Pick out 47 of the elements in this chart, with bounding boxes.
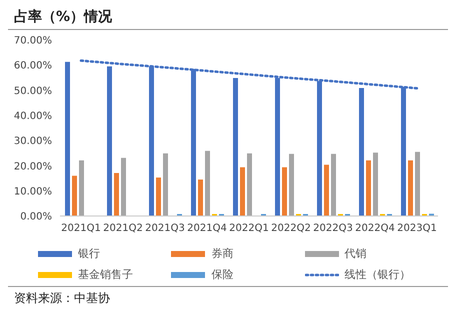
- x-tick-label: 2023Q1: [397, 223, 437, 234]
- y-tick-label: 70.00%: [14, 36, 52, 47]
- bar: [233, 78, 238, 216]
- legend-label: 银行: [78, 246, 100, 261]
- bar: [72, 176, 77, 216]
- legend-label: 基金销售子: [78, 267, 133, 282]
- bar: [156, 178, 161, 216]
- bar: [65, 62, 70, 216]
- legend-label: 线性（银行）: [344, 267, 411, 282]
- x-tick-label: 2022Q3: [313, 223, 353, 234]
- bar: [324, 164, 329, 216]
- chart-title: 占率（%）情况: [8, 8, 448, 30]
- x-tick-label: 2022Q2: [271, 223, 311, 234]
- x-tick-label: 2021Q2: [103, 223, 143, 234]
- bar: [240, 167, 245, 216]
- bar: [289, 154, 294, 216]
- bar: [79, 160, 84, 216]
- bar: [373, 152, 378, 216]
- bar: [198, 180, 203, 216]
- bar: [331, 154, 336, 216]
- bar: [408, 160, 413, 216]
- x-tick-label: 2021Q3: [145, 223, 185, 234]
- legend-label: 代销: [344, 246, 367, 261]
- y-tick-label: 40.00%: [14, 110, 52, 122]
- text: 资料来源：中基协: [14, 290, 111, 307]
- bar: [163, 153, 168, 216]
- bar: [366, 160, 371, 216]
- x-tick-label: 2021Q1: [61, 223, 101, 234]
- bar: [121, 158, 126, 216]
- bar: [205, 150, 210, 216]
- bar: [282, 167, 287, 216]
- bar: [359, 88, 364, 216]
- y-tick-label: 20.00%: [14, 161, 52, 172]
- bar: [415, 152, 420, 216]
- y-tick-label: 30.00%: [14, 136, 52, 148]
- y-tick-label: 50.00%: [14, 86, 52, 97]
- x-tick-label: 2021Q4: [187, 223, 227, 234]
- bar: [114, 173, 119, 216]
- bar: [247, 153, 252, 216]
- legend-label: 保险: [211, 267, 234, 282]
- x-tick-label: 2022Q1: [229, 223, 269, 234]
- bar: [107, 66, 112, 216]
- x-tick-label: 2022Q4: [355, 223, 395, 234]
- y-tick-label: 10.00%: [14, 186, 52, 198]
- y-tick-label: 0.00%: [20, 212, 52, 223]
- legend-label: 券商: [211, 246, 234, 261]
- y-tick-label: 60.00%: [14, 60, 52, 72]
